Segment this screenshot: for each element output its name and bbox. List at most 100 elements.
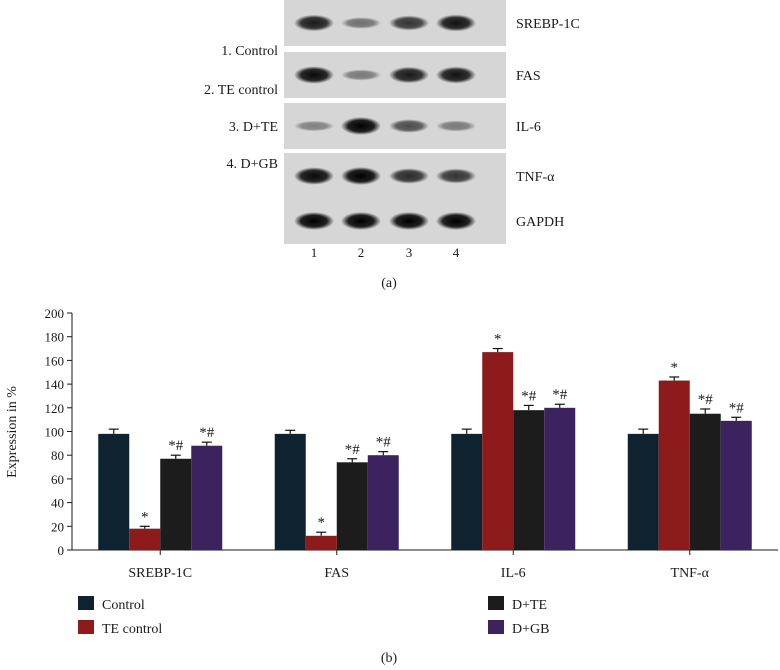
y-tick-label: 120 — [45, 401, 65, 416]
legend-swatch — [78, 620, 94, 634]
blot-band — [389, 212, 429, 230]
panel-a-caption: (a) — [381, 276, 397, 291]
bar-control-srebp-1c — [98, 433, 130, 550]
significance-marker: *# — [345, 442, 361, 458]
significance-marker: *# — [521, 388, 537, 404]
blot-lane-number: 3 — [406, 245, 413, 260]
y-tick-label: 200 — [45, 306, 65, 321]
blot-band — [341, 69, 381, 81]
y-tick-label: 40 — [51, 496, 64, 511]
blot-band — [294, 120, 334, 132]
legend-item-d-gb: D+GB — [488, 620, 549, 637]
blot-band — [341, 212, 381, 230]
legend-label: Control — [102, 598, 145, 613]
significance-marker: * — [671, 360, 679, 376]
legend-swatch — [488, 596, 504, 610]
blot-row-fas: FAS — [284, 52, 541, 98]
significance-marker: *# — [698, 392, 714, 408]
blot-band — [294, 66, 334, 84]
x-tick-label: TNF-α — [671, 566, 710, 581]
bar-d-te-il-6 — [513, 410, 545, 550]
x-tick-label: IL-6 — [501, 566, 526, 581]
x-axis: SREBP-1C FAS IL-6 TNF-α — [72, 549, 778, 581]
blot-row-srebp-1c: SREBP-1C — [284, 0, 580, 46]
blot-group-label: 2. TE control — [204, 83, 278, 98]
blot-band — [341, 117, 381, 135]
legend-item-control: Control — [78, 596, 145, 613]
blot-band — [294, 167, 334, 185]
bar-d-te-tnf — [689, 413, 721, 550]
panel-b-caption: (b) — [381, 651, 398, 666]
blot-protein-label: GAPDH — [516, 215, 564, 230]
bar-d-te-fas — [336, 462, 368, 550]
y-axis: 0 20 40 60 80 100 120 140 160 180 200 — [45, 306, 73, 558]
y-tick-label: 0 — [58, 543, 65, 558]
blot-band — [389, 168, 429, 184]
legend-swatch — [488, 620, 504, 634]
significance-marker: *# — [729, 400, 745, 416]
blot-lane-number: 2 — [358, 245, 365, 260]
y-tick-label: 100 — [45, 425, 65, 440]
significance-marker: *# — [199, 425, 215, 441]
blot-band — [389, 15, 429, 31]
blot-band — [294, 14, 334, 32]
legend: Control TE control D+TE D+GB — [78, 596, 549, 637]
blot-protein-label: IL-6 — [516, 120, 541, 135]
bar-d-gb-il-6 — [544, 407, 576, 550]
bar-control-tnf — [627, 433, 659, 550]
bar-control-il-6 — [451, 433, 483, 550]
western-blot-panel: SREBP-1C FAS IL-6 TNF-α GAPDH 1. Control 2. TE… — [204, 0, 580, 260]
legend-swatch — [78, 596, 94, 610]
legend-label: TE control — [102, 622, 162, 637]
y-tick-label: 20 — [51, 519, 64, 534]
y-axis-label: Expression in % — [5, 386, 20, 478]
x-tick-label: SREBP-1C — [128, 566, 192, 581]
blot-band — [294, 212, 334, 230]
y-tick-label: 60 — [51, 472, 64, 487]
blot-row-gapdh: GAPDH — [284, 198, 564, 244]
blot-protein-label: FAS — [516, 69, 541, 84]
blot-band — [436, 120, 476, 132]
bar-d-gb-fas — [367, 455, 399, 550]
blot-band — [436, 168, 476, 184]
blot-group-label: 1. Control — [221, 44, 278, 59]
blot-band — [389, 66, 429, 84]
legend-label: D+GB — [512, 622, 549, 637]
bar-control-fas — [274, 433, 306, 550]
blot-lane-number: 1 — [311, 245, 318, 260]
bar-te-control-tnf — [658, 380, 690, 550]
blot-band — [436, 14, 476, 32]
significance-marker: * — [318, 515, 326, 531]
significance-marker: *# — [376, 435, 392, 451]
y-tick-label: 80 — [51, 448, 64, 463]
bar-te-control-fas — [305, 535, 337, 550]
y-tick-label: 180 — [45, 330, 65, 345]
bar-d-te-srebp-1c — [160, 458, 192, 550]
bar-chart: Expression in % 0 20 40 60 80 100 120 140 160 180… — [5, 306, 778, 637]
significance-marker: *# — [168, 438, 184, 454]
blot-row-il-6: IL-6 — [284, 103, 541, 149]
significance-marker: *# — [552, 387, 568, 403]
significance-marker: * — [494, 332, 502, 348]
blot-group-label: 4. D+GB — [227, 157, 278, 172]
x-tick-label: FAS — [324, 566, 349, 581]
bar-te-control-il-6 — [482, 352, 514, 550]
bar-series: * *# *# * *# *# * *# *# * *# *# — [98, 332, 752, 550]
legend-item-d-te: D+TE — [488, 596, 547, 613]
blot-band — [341, 17, 381, 29]
blot-lane-number: 4 — [453, 245, 460, 260]
legend-item-te-control: TE control — [78, 620, 162, 637]
blot-band — [389, 119, 429, 133]
blot-row-tnf: TNF-α — [284, 153, 555, 199]
legend-label: D+TE — [512, 598, 547, 613]
blot-protein-label: SREBP-1C — [516, 17, 580, 32]
blot-protein-label: TNF-α — [516, 170, 555, 185]
bar-d-gb-srebp-1c — [191, 445, 223, 550]
significance-marker: * — [141, 509, 149, 525]
bar-d-gb-tnf — [720, 420, 752, 550]
blot-band — [436, 212, 476, 230]
bar-te-control-srebp-1c — [129, 528, 161, 550]
blot-band — [436, 66, 476, 84]
y-tick-label: 140 — [45, 377, 65, 392]
